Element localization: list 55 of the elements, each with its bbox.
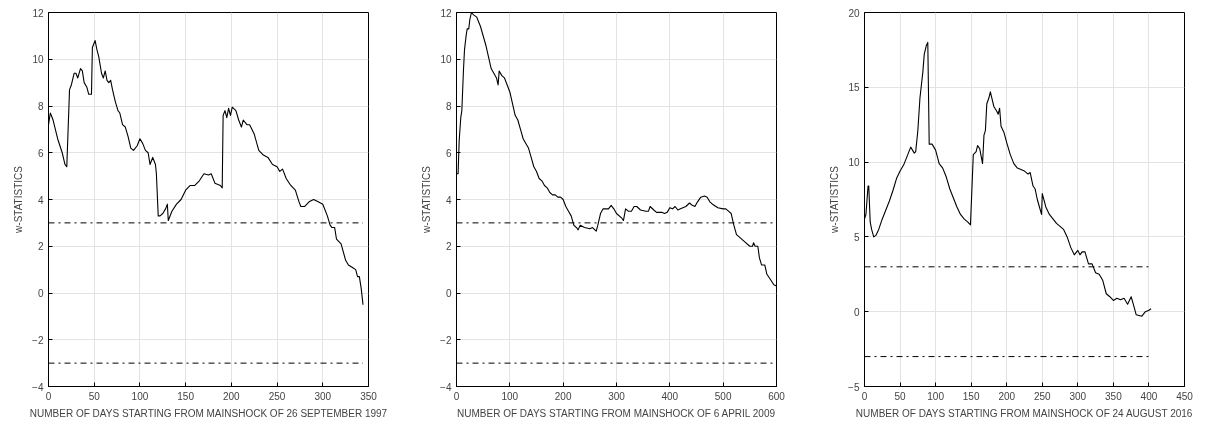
y-tick-label: 4 (37, 194, 44, 206)
y-tick-label: 12 (32, 7, 44, 19)
x-tick-label: 100 (501, 390, 519, 402)
x-tick-label: 200 (223, 390, 241, 402)
x-tick-label: 250 (1033, 390, 1052, 402)
y-tick-label: 4 (445, 194, 452, 206)
y-tick-label: −4 (440, 381, 452, 393)
x-tick-label: 0 (45, 390, 52, 402)
x-tick-label: 400 (661, 390, 679, 402)
x-tick-label: 600 (768, 390, 786, 402)
x-tick-label: 50 (88, 390, 101, 402)
x-tick-label: 350 (1105, 390, 1123, 402)
y-tick-label: 10 (32, 54, 44, 66)
y-tick-label: −4 (32, 381, 44, 393)
y-tick-label: 6 (37, 147, 44, 159)
y-tick-label: −5 (848, 381, 860, 393)
y-tick-label: 8 (37, 101, 44, 112)
y-tick-label: 8 (445, 101, 452, 112)
y-axis-title: w-STATISTICS (421, 165, 433, 234)
x-tick-label: 100 (131, 390, 149, 402)
x-axis-title: NUMBER OF DAYS STARTING FROM MAINSHOCK OF 24 AUGUST 2016 (855, 407, 1193, 419)
x-tick-label: 350 (360, 390, 378, 402)
y-tick-label: 10 (848, 157, 860, 169)
y-tick-label: 0 (445, 288, 452, 299)
y-axis-title: w-STATISTICS (829, 165, 841, 234)
y-tick-label: −2 (32, 334, 44, 346)
y-tick-label: 6 (445, 147, 452, 159)
y-tick-label: 0 (37, 288, 44, 299)
x-tick-label: 300 (1069, 390, 1087, 402)
x-tick-label: 150 (962, 390, 980, 402)
y-tick-label: 12 (440, 7, 452, 19)
x-tick-label: 0 (453, 390, 460, 402)
y-tick-label: −2 (440, 334, 452, 346)
x-tick-label: 450 (1176, 390, 1194, 402)
y-tick-label: 15 (848, 82, 860, 94)
x-tick-label: 50 (894, 390, 907, 402)
x-axis-title: NUMBER OF DAYS STARTING FROM MAINSHOCK OF 26 SEPTEMBER 1997 (29, 407, 388, 419)
y-axis-title: w-STATISTICS (13, 165, 25, 234)
x-tick-label: 500 (714, 390, 732, 402)
x-tick-label: 300 (314, 390, 332, 402)
y-tick-label: 5 (853, 231, 860, 243)
y-tick-label: 10 (440, 54, 452, 66)
x-tick-label: 250 (268, 390, 286, 402)
x-tick-label: 300 (608, 390, 626, 402)
x-tick-label: 400 (1140, 390, 1158, 402)
x-axis-title: NUMBER OF DAYS STARTING FROM MAINSHOCK OF 6 APRIL 2009 (457, 407, 776, 419)
y-tick-label: 2 (37, 241, 44, 253)
y-tick-label: 20 (848, 7, 860, 19)
x-tick-label: 200 (554, 390, 572, 402)
y-tick-label: 0 (853, 306, 860, 318)
x-tick-label: 100 (927, 390, 945, 402)
y-tick-label: 2 (445, 241, 452, 253)
x-tick-label: 0 (861, 390, 868, 402)
x-tick-label: 200 (998, 390, 1016, 402)
x-tick-label: 150 (177, 390, 195, 402)
